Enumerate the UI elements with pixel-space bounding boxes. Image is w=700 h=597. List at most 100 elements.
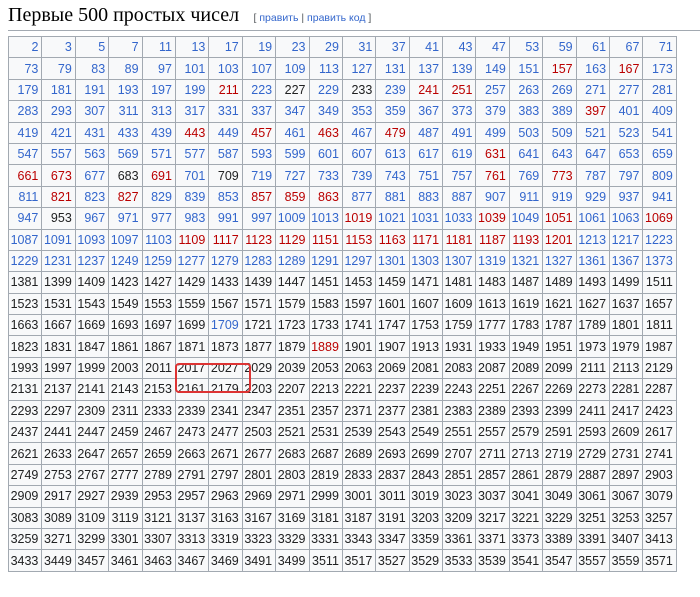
prime-link-cell[interactable]: 1013 bbox=[308, 207, 343, 230]
prime-link-cell[interactable]: 769 bbox=[508, 164, 544, 187]
prime-link-cell[interactable]: 857 bbox=[241, 185, 277, 209]
prime-link-cell[interactable]: 59 bbox=[542, 35, 577, 59]
prime-link-cell[interactable]: 787 bbox=[575, 164, 611, 187]
prime-link-cell[interactable]: 719 bbox=[241, 164, 277, 187]
prime-link-cell[interactable]: 727 bbox=[275, 164, 310, 187]
prime-link-cell[interactable]: 797 bbox=[609, 164, 644, 187]
prime-link-cell[interactable]: 907 bbox=[475, 185, 510, 209]
prime-link-cell[interactable]: 1709 bbox=[208, 314, 243, 337]
prime-link-cell[interactable]: 1231 bbox=[41, 249, 76, 273]
prime-link-cell[interactable]: 887 bbox=[442, 185, 477, 209]
prime-link-cell[interactable]: 359 bbox=[375, 100, 410, 123]
prime-link-cell[interactable]: 449 bbox=[208, 121, 243, 144]
prime-link-cell[interactable]: 463 bbox=[308, 121, 343, 144]
prime-link-cell[interactable]: 509 bbox=[542, 121, 577, 144]
prime-link-cell[interactable]: 379 bbox=[475, 100, 510, 123]
prime-link-cell[interactable]: 229 bbox=[308, 78, 343, 102]
prime-link-cell[interactable]: 151 bbox=[508, 57, 544, 80]
prime-link-cell[interactable]: 1259 bbox=[141, 249, 176, 273]
prime-link-cell[interactable]: 677 bbox=[74, 164, 110, 187]
prime-link-cell[interactable]: 1091 bbox=[41, 228, 76, 251]
prime-link-cell[interactable]: 1049 bbox=[508, 207, 544, 230]
prime-link-cell[interactable]: 19 bbox=[241, 35, 277, 59]
prime-link-cell[interactable]: 251 bbox=[442, 78, 477, 102]
prime-link-cell[interactable]: 1297 bbox=[341, 249, 377, 273]
prime-link-cell[interactable]: 439 bbox=[141, 121, 176, 144]
prime-link-cell[interactable]: 421 bbox=[41, 121, 76, 144]
prime-link-cell[interactable]: 521 bbox=[575, 121, 611, 144]
prime-link-cell[interactable]: 31 bbox=[341, 35, 377, 59]
prime-link-cell[interactable]: 239 bbox=[375, 78, 410, 102]
prime-link-cell[interactable]: 1367 bbox=[609, 249, 644, 273]
prime-link-cell[interactable]: 631 bbox=[475, 142, 510, 166]
prime-link-cell[interactable]: 13 bbox=[174, 35, 210, 59]
prime-link-cell[interactable]: 479 bbox=[375, 121, 410, 144]
prime-link-cell[interactable]: 563 bbox=[74, 142, 110, 166]
prime-link-cell[interactable]: 467 bbox=[341, 121, 377, 144]
prime-link-cell[interactable]: 1021 bbox=[375, 207, 410, 230]
prime-link-cell[interactable]: 547 bbox=[7, 142, 43, 166]
prime-link-cell[interactable]: 223 bbox=[241, 78, 277, 102]
prime-link-cell[interactable]: 3 bbox=[41, 35, 76, 59]
prime-link-cell[interactable]: 523 bbox=[609, 121, 644, 144]
prime-link-cell[interactable]: 23 bbox=[275, 35, 310, 59]
prime-link-cell[interactable]: 163 bbox=[575, 57, 611, 80]
prime-link-cell[interactable]: 1031 bbox=[408, 207, 444, 230]
prime-link-cell[interactable]: 1223 bbox=[642, 228, 677, 251]
prime-link-cell[interactable]: 617 bbox=[408, 142, 444, 166]
prime-link-cell[interactable]: 1103 bbox=[141, 228, 176, 251]
prime-link-cell[interactable]: 619 bbox=[442, 142, 477, 166]
prime-link-cell[interactable]: 557 bbox=[41, 142, 76, 166]
prime-link-cell[interactable]: 773 bbox=[542, 164, 577, 187]
prime-link-cell[interactable]: 761 bbox=[475, 164, 510, 187]
prime-link-cell[interactable]: 1361 bbox=[575, 249, 611, 273]
prime-link-cell[interactable]: 1129 bbox=[275, 228, 310, 251]
prime-link-cell[interactable]: 353 bbox=[341, 100, 377, 123]
prime-link-cell[interactable]: 1229 bbox=[7, 249, 43, 273]
prime-link-cell[interactable]: 211 bbox=[208, 78, 243, 102]
prime-link-cell[interactable]: 1069 bbox=[642, 207, 677, 230]
prime-link-cell[interactable]: 193 bbox=[108, 78, 143, 102]
prime-link-cell[interactable]: 281 bbox=[642, 78, 677, 102]
prime-link-cell[interactable]: 1217 bbox=[609, 228, 644, 251]
prime-link-cell[interactable]: 1889 bbox=[308, 335, 343, 358]
prime-link-cell[interactable]: 877 bbox=[341, 185, 377, 209]
prime-link-cell[interactable]: 89 bbox=[108, 57, 143, 80]
prime-link-cell[interactable]: 383 bbox=[508, 100, 544, 123]
prime-link-cell[interactable]: 491 bbox=[442, 121, 477, 144]
prime-link-cell[interactable]: 971 bbox=[108, 207, 143, 230]
prime-link-cell[interactable]: 1279 bbox=[208, 249, 243, 273]
prime-link-cell[interactable]: 191 bbox=[74, 78, 110, 102]
prime-link-cell[interactable]: 739 bbox=[341, 164, 377, 187]
prime-link-cell[interactable]: 313 bbox=[141, 100, 176, 123]
prime-link-cell[interactable]: 1277 bbox=[174, 249, 210, 273]
prime-link-cell[interactable]: 241 bbox=[408, 78, 444, 102]
prime-link-cell[interactable]: 757 bbox=[442, 164, 477, 187]
prime-link-cell[interactable]: 983 bbox=[174, 207, 210, 230]
prime-link-cell[interactable]: 691 bbox=[141, 164, 176, 187]
prime-link-cell[interactable]: 101 bbox=[174, 57, 210, 80]
prime-link-cell[interactable]: 1123 bbox=[241, 228, 277, 251]
prime-link-cell[interactable]: 109 bbox=[275, 57, 310, 80]
prime-link-cell[interactable]: 967 bbox=[74, 207, 110, 230]
prime-link-cell[interactable]: 107 bbox=[241, 57, 277, 80]
prime-link-cell[interactable]: 283 bbox=[7, 100, 43, 123]
prime-link-cell[interactable]: 821 bbox=[41, 185, 76, 209]
prime-link-cell[interactable]: 71 bbox=[642, 35, 677, 59]
prime-link-cell[interactable]: 47 bbox=[475, 35, 510, 59]
prime-link-cell[interactable]: 5 bbox=[74, 35, 110, 59]
prime-link-cell[interactable]: 43 bbox=[442, 35, 477, 59]
prime-link-cell[interactable]: 587 bbox=[208, 142, 243, 166]
prime-link-cell[interactable]: 641 bbox=[508, 142, 544, 166]
prime-link-cell[interactable]: 1283 bbox=[241, 249, 277, 273]
prime-link-cell[interactable]: 919 bbox=[542, 185, 577, 209]
prime-link-cell[interactable]: 179 bbox=[7, 78, 43, 102]
prime-link-cell[interactable]: 1109 bbox=[174, 228, 210, 251]
prime-link-cell[interactable]: 839 bbox=[174, 185, 210, 209]
prime-link-cell[interactable]: 1039 bbox=[475, 207, 510, 230]
prime-link-cell[interactable]: 347 bbox=[275, 100, 310, 123]
prime-link-cell[interactable]: 1063 bbox=[609, 207, 644, 230]
prime-link-cell[interactable]: 317 bbox=[174, 100, 210, 123]
prime-link-cell[interactable]: 113 bbox=[308, 57, 343, 80]
prime-link-cell[interactable]: 751 bbox=[408, 164, 444, 187]
